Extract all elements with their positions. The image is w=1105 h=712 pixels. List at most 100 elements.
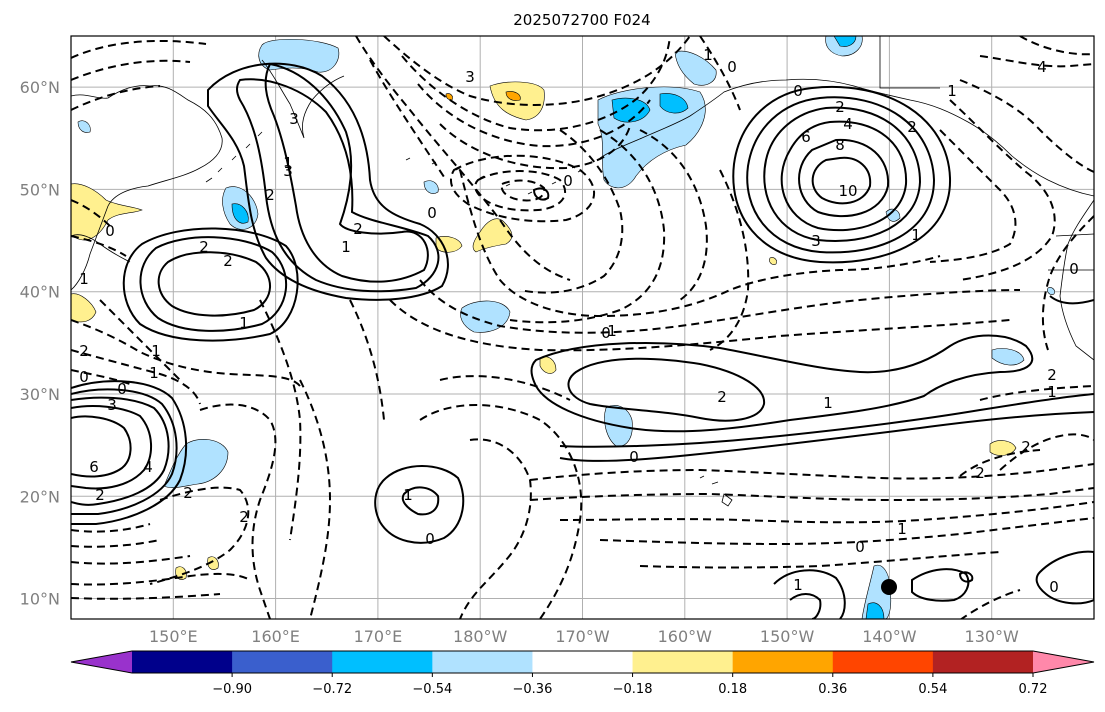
contour-line (532, 187, 550, 201)
contour-label: 1 (149, 364, 159, 382)
contour-line (264, 62, 429, 283)
coastline-na-west (1059, 199, 1094, 361)
contour-line (639, 129, 708, 301)
contour-line (559, 393, 1094, 448)
contour-line (949, 99, 1056, 281)
colorbar-segment (132, 651, 233, 673)
map-frame (70, 35, 1095, 620)
colorbar-tick-label: 0.54 (918, 682, 947, 697)
contour-label: 1 (793, 576, 803, 594)
contour-line (71, 539, 161, 548)
latitude-tick-label: 10°N (20, 590, 60, 609)
shaded-region (489, 81, 545, 121)
contour-label: 2 (1047, 366, 1057, 384)
contour-label: 1 (239, 314, 249, 332)
shaded-region (175, 566, 187, 580)
contour-line (746, 96, 936, 254)
contour-line (299, 379, 332, 619)
longitude-tick-label: 160°W (658, 627, 713, 646)
contour-line (419, 279, 1021, 334)
contour-label: 2 (223, 252, 233, 270)
contour-line (959, 449, 1041, 477)
colorbar-segment (732, 651, 834, 673)
longitude-labels: 150°E 160°E 170°E 180°W 170°W 160°W 150°W 140°W… (149, 627, 1019, 646)
longitude-tick-label: 180°W (453, 627, 508, 646)
contour-line (236, 78, 440, 293)
contour-line (958, 571, 974, 583)
contour-label: 2 (199, 238, 209, 256)
contour-line (199, 403, 277, 619)
contour-line (71, 319, 301, 387)
shaded-region (611, 97, 651, 123)
shaded-region (71, 183, 143, 241)
colorbar-segment (332, 651, 433, 673)
contour-line (459, 438, 532, 619)
contour-label: 10 (838, 182, 857, 200)
contour-line (71, 523, 151, 533)
shaded-region (231, 203, 249, 224)
contour-line (559, 501, 1094, 524)
contour-line (71, 369, 131, 385)
colorbar-segment (532, 651, 634, 673)
latitude-tick-label: 40°N (20, 283, 60, 302)
border-canada-alaska (879, 36, 940, 89)
shaded-region (435, 236, 463, 253)
shaded-region (163, 439, 229, 488)
contour-line (599, 517, 1094, 546)
contour-label: 1 (1047, 383, 1057, 401)
colorbar: −0.90 −0.72 −0.54 −0.36 −0.18 0.18 0.36 0.54 0.7… (70, 650, 1095, 697)
contour-line (459, 169, 941, 318)
coastline-asia (71, 85, 223, 291)
contour-line (439, 375, 571, 401)
contour-label: 0 (117, 380, 127, 398)
contour-label: 3 (811, 232, 821, 250)
contour-line (369, 59, 447, 181)
colorbar-segment (832, 651, 934, 673)
shaded-region (472, 218, 513, 253)
contour-label: 3 (465, 68, 475, 86)
contour-line (139, 236, 288, 332)
contour-line (71, 396, 170, 506)
contour-line (530, 334, 1034, 433)
contour-line (763, 106, 922, 242)
map-content: 3 0 1 2 4 6 8 10 2 3 1 2 2 1 0 0 1 2 1 0… (71, 36, 1094, 619)
shaded-region (991, 348, 1025, 366)
contour-line (401, 486, 440, 516)
contour-label: 4 (1037, 58, 1047, 76)
contour-line (71, 199, 113, 229)
colorbar-segment (632, 651, 734, 673)
contour-line (71, 380, 188, 525)
contour-label: 0 (1049, 578, 1059, 596)
contour-label: 1 (703, 46, 713, 64)
contour-line (959, 79, 1094, 173)
contour-line (383, 36, 691, 106)
contour-line (71, 59, 191, 81)
longitude-tick-label: 140°W (862, 627, 917, 646)
contour-line (122, 227, 299, 342)
latitude-tick-label: 20°N (20, 487, 60, 506)
colorbar-extend-low (71, 651, 132, 673)
contour-labels: 3 0 1 2 4 6 8 10 2 3 1 2 2 1 0 0 1 2 1 0… (79, 46, 1079, 596)
colorbar-extend-high (1033, 651, 1094, 673)
coastline-kurils (205, 131, 263, 183)
contour-label: 2 (265, 186, 275, 204)
contour-label: 0 (855, 538, 865, 556)
contour-line (417, 83, 651, 148)
contour-line (349, 299, 385, 421)
contour-label: 1 (823, 394, 833, 412)
colorbar-segment (932, 651, 1034, 673)
longitude-tick-label: 160°E (251, 627, 300, 646)
map-title: 2025072700 F024 (513, 11, 650, 29)
contour-line (639, 551, 1001, 569)
shaded-region (989, 440, 1017, 456)
contour-label: 0 (79, 368, 89, 386)
contour-label: 0 (425, 530, 435, 548)
contour-line (929, 129, 1017, 263)
shaded-region (445, 93, 453, 101)
contour-line (798, 138, 890, 218)
contour-line (374, 465, 465, 544)
contour-line (1035, 550, 1094, 605)
shaded-region (258, 38, 340, 73)
solid-contours (71, 62, 1094, 619)
contour-line (71, 555, 191, 565)
